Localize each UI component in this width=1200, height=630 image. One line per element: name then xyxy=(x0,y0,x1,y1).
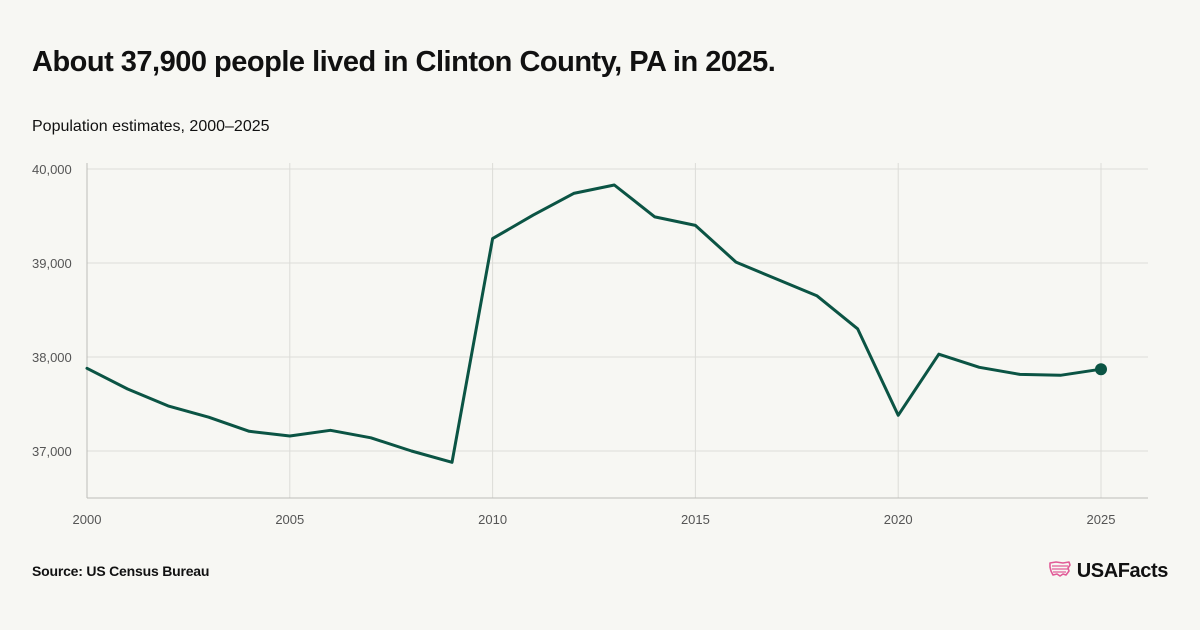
data-point-2014[interactable] xyxy=(652,214,658,220)
x-tick-label: 2025 xyxy=(1087,512,1116,527)
chart-subtitle: Population estimates, 2000–2025 xyxy=(32,118,270,135)
data-point-2007[interactable] xyxy=(368,435,374,441)
last-data-point-marker[interactable] xyxy=(1095,363,1107,376)
data-point-2001[interactable] xyxy=(125,386,131,392)
axes xyxy=(86,163,1148,499)
data-point-2004[interactable] xyxy=(246,428,252,434)
y-tick-label: 40,000 xyxy=(32,162,72,177)
data-point-2024[interactable] xyxy=(1057,372,1063,378)
chart-title: About 37,900 people lived in Clinton Cou… xyxy=(32,46,776,78)
data-point-2016[interactable] xyxy=(733,259,739,265)
data-point-2002[interactable] xyxy=(165,403,171,409)
data-point-2015[interactable] xyxy=(692,222,698,228)
tick-labels: 37,000 38,000 39,000 40,000 2000 2005 2010 2015… xyxy=(32,162,1115,527)
x-tick-label: 2005 xyxy=(275,512,304,527)
x-tick-label: 2020 xyxy=(884,512,913,527)
brand-name: USAFacts xyxy=(1076,560,1169,582)
data-point-2012[interactable] xyxy=(571,190,577,196)
data-point-2006[interactable] xyxy=(327,427,333,433)
population-series-line xyxy=(85,183,1103,464)
data-point-2009[interactable] xyxy=(449,459,455,465)
y-tick-label: 37,000 xyxy=(32,444,72,459)
y-tick-label: 39,000 xyxy=(32,256,72,271)
data-point-2000[interactable] xyxy=(84,365,90,371)
data-point-2019[interactable] xyxy=(855,326,861,332)
data-point-2020[interactable] xyxy=(895,412,901,418)
data-point-2022[interactable] xyxy=(976,364,982,370)
series-layer xyxy=(84,182,1107,465)
source-note: Source: US Census Bureau xyxy=(32,563,210,579)
x-tick-label: 2015 xyxy=(681,512,710,527)
data-point-2005[interactable] xyxy=(287,433,293,439)
y-tick-label: 38,000 xyxy=(32,350,72,365)
data-point-2021[interactable] xyxy=(936,351,942,357)
data-point-2008[interactable] xyxy=(408,448,414,454)
data-point-2013[interactable] xyxy=(611,182,617,188)
x-tick-label: 2010 xyxy=(478,512,507,527)
data-point-2018[interactable] xyxy=(814,293,820,299)
data-point-2010[interactable] xyxy=(490,236,496,242)
brand-logo[interactable]: USAFacts xyxy=(1048,560,1168,583)
data-point-2017[interactable] xyxy=(774,276,780,282)
x-tick-label: 2000 xyxy=(73,512,102,527)
grid-lines xyxy=(86,163,1148,498)
data-point-2023[interactable] xyxy=(1017,371,1023,377)
us-map-flag-icon xyxy=(1048,560,1072,583)
data-point-2003[interactable] xyxy=(206,414,212,420)
data-point-2011[interactable] xyxy=(530,212,536,218)
